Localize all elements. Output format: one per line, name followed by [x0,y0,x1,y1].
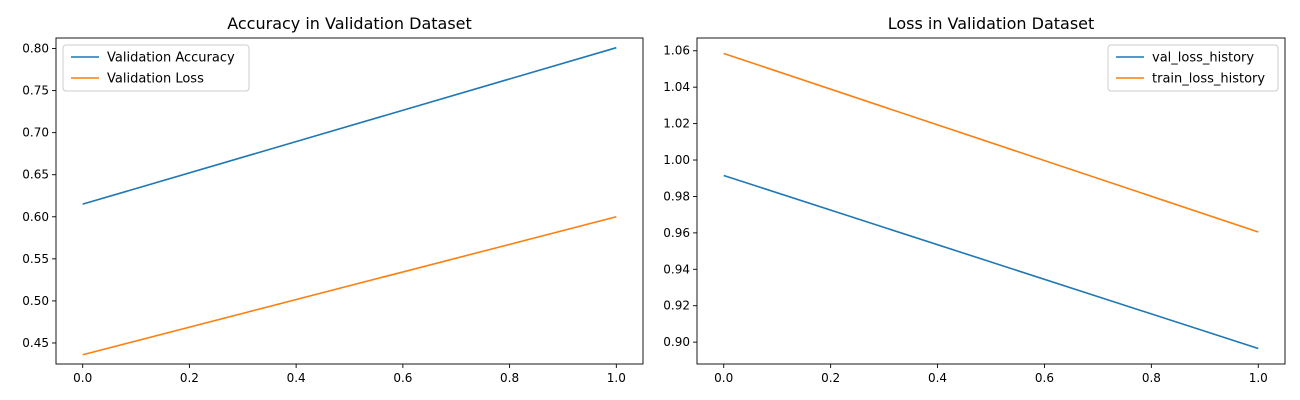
y-tick-label: 1.04 [663,80,690,94]
x-tick-label: 0.0 [714,371,733,385]
axes-frame [696,37,1286,365]
y-tick-label: 0.60 [22,210,49,224]
x-tick-label: 0.6 [1035,371,1054,385]
x-tick-label: 0.6 [393,371,412,385]
chart-title: Accuracy in Validation Dataset [227,14,472,33]
y-tick-label: 0.75 [22,84,49,98]
y-tick-label: 0.70 [22,126,49,140]
y-tick-label: 0.50 [22,294,49,308]
y-tick-label: 0.55 [22,252,49,266]
x-tick-label: 0.0 [73,371,92,385]
legend-label: Validation Loss [107,72,204,87]
legend: Validation Accuracy Validation Loss [62,44,250,92]
y-tick-label: 0.45 [22,336,49,350]
y-tick-label: 0.92 [663,299,690,313]
x-tick-label: 1.0 [1249,371,1268,385]
chart-1: Accuracy in Validation Dataset 0.0 0.2 0.4 0… [22,14,644,385]
x-tick-label: 1.0 [607,371,626,385]
x-tick-label: 0.8 [1142,371,1161,385]
y-tick-label: 1.06 [663,44,690,58]
series-line-train-loss-history [723,52,1259,233]
x-tick-label: 0.2 [180,371,199,385]
y-tick-label: 1.02 [663,117,690,131]
legend-box [62,44,250,92]
y-tick-label: 0.65 [22,168,49,182]
x-tick-label: 0.4 [287,371,306,385]
series-line-validation-accuracy [82,46,617,205]
y-tick-label: 0.98 [663,189,690,203]
legend-label: val_loss_history [1152,51,1254,66]
y-tick-label: 0.96 [663,226,690,240]
y-tick-label: 0.90 [663,335,690,349]
legend: val_loss_history train_loss_history [1107,44,1279,92]
legend-label: train_loss_history [1152,72,1265,87]
x-tick-label: 0.8 [500,371,519,385]
axes-frame [55,37,644,365]
x-tick-label: 0.4 [928,371,947,385]
y-tick-label: 1.00 [663,153,690,167]
series-line-val-loss-history [723,174,1259,350]
y-tick-label: 0.94 [663,262,690,276]
legend-box [1107,44,1279,92]
legend-label: Validation Accuracy [107,51,235,66]
chart-2: Loss in Validation Dataset 0.0 0.2 0.4 0.6 0.… [663,14,1286,385]
chart-title: Loss in Validation Dataset [888,14,1095,33]
series-line-validation-loss [82,215,617,356]
y-tick-label: 0.80 [22,42,49,56]
x-tick-label: 0.2 [821,371,840,385]
